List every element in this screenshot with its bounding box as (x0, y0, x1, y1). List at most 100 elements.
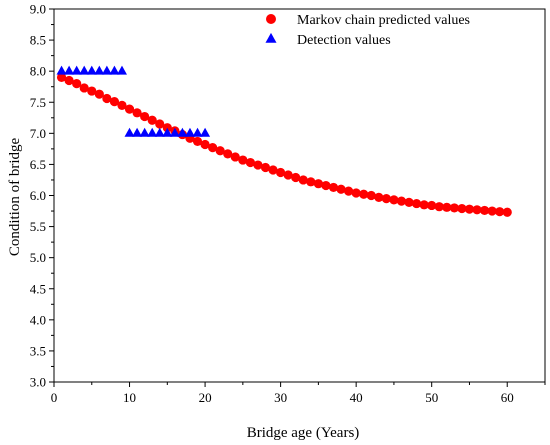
data-point (101, 65, 112, 75)
y-tick-label: 5.0 (30, 250, 46, 265)
data-point (411, 198, 422, 209)
data-point (139, 127, 150, 137)
y-tick-label: 9.0 (30, 2, 46, 17)
data-point (238, 155, 248, 165)
data-point (359, 189, 369, 199)
data-point (479, 205, 490, 216)
data-point (396, 196, 407, 206)
x-tick-label: 50 (425, 390, 438, 405)
data-point (87, 86, 97, 96)
data-point (72, 79, 82, 89)
legend: Markov chain predicted values Detection v… (265, 13, 470, 48)
data-point (94, 89, 104, 99)
data-point (215, 146, 225, 156)
y-tick-label: 8.5 (30, 33, 46, 48)
data-point (184, 127, 195, 137)
data-point (177, 127, 188, 137)
data-point (366, 190, 376, 201)
y-tick-label: 4.0 (30, 312, 46, 327)
data-point (283, 170, 293, 180)
y-tick-label: 5.5 (30, 219, 46, 234)
x-axis: 0 10 20 30 40 50 60 (51, 382, 546, 405)
data-point (79, 83, 89, 93)
data-point (298, 175, 308, 185)
data-point (336, 184, 346, 194)
y-tick-label: 4.5 (30, 281, 46, 296)
data-point (268, 165, 278, 175)
data-point (472, 205, 482, 215)
data-point (253, 160, 263, 170)
data-point (147, 115, 157, 125)
data-point (56, 65, 67, 75)
x-tick-label: 30 (274, 390, 287, 405)
data-point (321, 180, 331, 191)
series-triangle (56, 65, 211, 137)
data-point (200, 139, 210, 150)
x-tick-label: 10 (123, 390, 136, 405)
data-point (155, 119, 165, 129)
data-point (328, 182, 339, 193)
data-point (132, 108, 142, 118)
data-point (116, 65, 127, 75)
data-point (291, 172, 301, 183)
data-point (71, 65, 82, 75)
data-point (381, 194, 391, 204)
data-point (109, 65, 120, 75)
data-point (154, 127, 165, 137)
x-tick-label: 40 (350, 390, 363, 405)
data-point (132, 127, 143, 137)
data-point (487, 206, 497, 216)
x-axis-title: Bridge age (Years) (247, 425, 360, 441)
data-point (109, 97, 120, 107)
data-point (192, 127, 203, 137)
data-point (56, 72, 67, 82)
data-point (427, 200, 437, 211)
data-point (192, 136, 203, 147)
data-point (117, 100, 127, 110)
data-point (102, 93, 112, 104)
y-tick-label: 3.0 (30, 375, 46, 390)
data-point (457, 203, 467, 214)
y-tick-label: 3.5 (30, 343, 46, 358)
plot-frame (53, 8, 546, 383)
y-tick-label: 6.0 (30, 188, 46, 203)
data-point (79, 65, 90, 75)
data-point (200, 127, 211, 137)
data-point (344, 186, 354, 196)
data-point (124, 127, 135, 137)
data-point (419, 200, 429, 210)
data-point (442, 202, 452, 212)
plot-border (53, 8, 546, 383)
data-point (208, 143, 218, 153)
data-point (245, 157, 255, 168)
legend-label: Markov chain predicted values (297, 13, 470, 28)
data-point (464, 204, 475, 214)
data-point (64, 75, 74, 86)
y-tick-label: 8.0 (30, 64, 46, 79)
data-point (502, 207, 512, 217)
data-point (124, 104, 135, 114)
data-point (276, 167, 286, 178)
series-circle (56, 72, 512, 217)
y-tick-label: 7.5 (30, 95, 46, 110)
legend-marker (266, 14, 276, 24)
x-tick-label: 0 (51, 390, 58, 405)
legend-marker (265, 32, 277, 43)
data-point (223, 149, 233, 159)
y-axis: 3.0 3.5 4.0 4.5 5.0 5.5 6.0 6.5 7.0 7.5 8.0 8.5 9.0 (30, 2, 54, 390)
data-point (495, 207, 505, 217)
legend-label: Detection values (297, 33, 391, 48)
data-point (434, 202, 444, 212)
data-point (147, 127, 158, 137)
data-point (86, 65, 97, 75)
data-point (162, 123, 172, 133)
data-point (449, 203, 459, 213)
y-tick-label: 6.5 (30, 157, 46, 172)
x-tick-label: 20 (199, 390, 212, 405)
data-point (351, 188, 361, 198)
data-point (374, 192, 384, 202)
data-point (260, 162, 271, 173)
y-axis-title: Condition of bridge (7, 137, 23, 256)
y-tick-label: 7.0 (30, 126, 46, 141)
